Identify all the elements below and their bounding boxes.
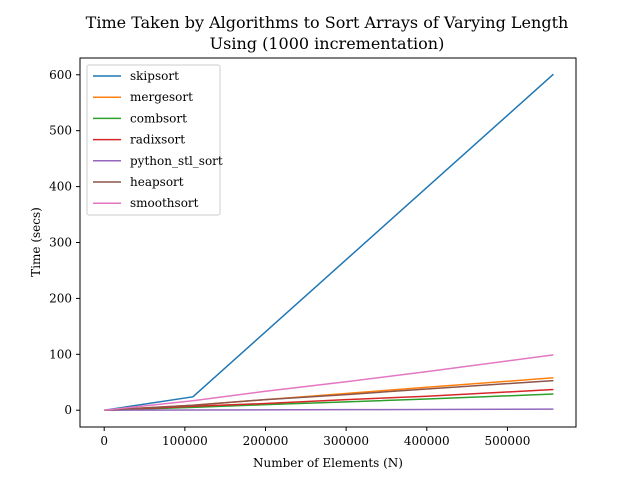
series-layer bbox=[104, 73, 554, 411]
legend-label-heapsort: heapsort bbox=[130, 175, 184, 189]
x-tick-label: 100000 bbox=[162, 434, 208, 448]
x-axis-label: Number of Elements (N) bbox=[253, 456, 403, 470]
series-line-mergesort bbox=[104, 377, 554, 411]
y-axis-label: Time (secs) bbox=[29, 207, 43, 277]
legend-label-smoothsort: smoothsort bbox=[130, 196, 199, 210]
x-tick-label: 500000 bbox=[485, 434, 531, 448]
legend-label-combsort: combsort bbox=[130, 111, 187, 125]
legend-label-skipsort: skipsort bbox=[130, 69, 179, 83]
y-axis: 0 100 200 300 400 500 600 bbox=[49, 68, 80, 417]
x-tick-label: 0 bbox=[100, 434, 108, 448]
x-tick-label: 300000 bbox=[323, 434, 369, 448]
x-tick-label: 200000 bbox=[243, 434, 289, 448]
legend-label-radixsort: radixsort bbox=[130, 133, 185, 147]
chart-title-line-1: Time Taken by Algorithms to Sort Arrays … bbox=[86, 13, 569, 32]
legend-label-mergesort: mergesort bbox=[130, 90, 193, 104]
series-line-heapsort bbox=[104, 379, 554, 411]
x-axis: 0 100000 200000 300000 400000 500000 bbox=[100, 427, 530, 448]
y-tick-label: 400 bbox=[49, 180, 72, 194]
y-tick-label: 100 bbox=[49, 347, 72, 361]
series-line-radixsort bbox=[104, 388, 554, 411]
series-line-smoothsort bbox=[104, 354, 554, 411]
y-tick-label: 600 bbox=[49, 68, 72, 82]
series-line-combsort bbox=[104, 393, 554, 411]
y-tick-label: 300 bbox=[49, 236, 72, 250]
legend: skipsort mergesort combsort radixsort python… bbox=[86, 64, 223, 216]
legend-box bbox=[86, 64, 221, 216]
y-tick-label: 500 bbox=[49, 124, 72, 138]
series-line-skipsort bbox=[104, 73, 554, 411]
x-tick-label: 400000 bbox=[404, 434, 450, 448]
legend-label-python-stl-sort: python_stl_sort bbox=[130, 154, 223, 168]
y-tick-label: 200 bbox=[49, 291, 72, 305]
y-tick-label: 0 bbox=[64, 403, 72, 417]
chart-title-line-2: Using (1000 incrementation) bbox=[210, 34, 445, 53]
series-line-python-stl-sort bbox=[104, 408, 554, 411]
